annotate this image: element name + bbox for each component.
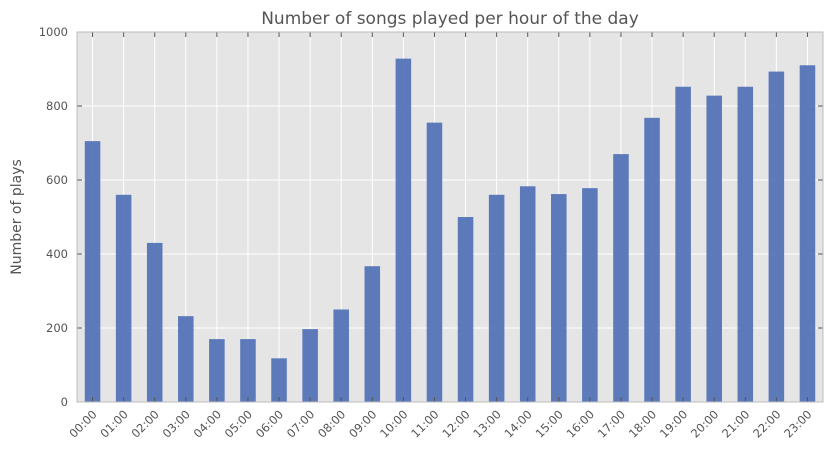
bar-0000 <box>84 141 101 402</box>
plot-frame <box>76 31 824 403</box>
bar-0900 <box>364 266 381 402</box>
x-tick-label: 09:00 <box>346 407 379 440</box>
bar-1900 <box>675 86 691 402</box>
x-tick-label: 02:00 <box>128 407 161 440</box>
x-tick-label: 18:00 <box>626 407 659 440</box>
bar-0800 <box>333 309 349 402</box>
x-tick-label: 04:00 <box>191 407 224 440</box>
x-tick-label: 23:00 <box>781 407 814 440</box>
bar-0400 <box>209 339 225 402</box>
x-tick-label: 14:00 <box>501 407 534 440</box>
bar-1800 <box>644 117 660 402</box>
bars <box>84 58 816 403</box>
x-tick-label: 19:00 <box>657 407 690 440</box>
x-tick-label: 06:00 <box>253 407 286 440</box>
x-tick-label: 16:00 <box>564 407 597 440</box>
plot-area <box>77 32 823 402</box>
x-tick-label: 12:00 <box>439 407 472 440</box>
bar-1700 <box>613 154 629 402</box>
x-tick-label: 03:00 <box>160 407 193 440</box>
y-tick-label: 0 <box>61 395 68 409</box>
x-tick-label: 15:00 <box>533 407 566 440</box>
x-tick-label: 10:00 <box>377 407 410 440</box>
x-tick-label: 07:00 <box>284 407 317 440</box>
bar-2000 <box>706 95 722 402</box>
x-tick-label: 22:00 <box>750 407 783 440</box>
x-tick-label: 08:00 <box>315 407 348 440</box>
bar-1000 <box>395 58 412 402</box>
y-tick-label: 1000 <box>39 25 68 39</box>
x-tick-label: 21:00 <box>719 407 752 440</box>
x-tick-label: 11:00 <box>408 407 441 440</box>
y-tick-label: 800 <box>46 99 68 113</box>
bar-1200 <box>457 217 474 402</box>
y-tick-label: 400 <box>46 247 68 261</box>
chart-title: Number of songs played per hour of the d… <box>261 9 639 29</box>
bar-2200 <box>768 71 785 402</box>
bar-1600 <box>582 188 598 402</box>
bar-0200 <box>146 242 163 402</box>
bar-0300 <box>178 316 194 402</box>
bar-0500 <box>240 339 256 402</box>
bar-1300 <box>488 194 505 402</box>
bar-0600 <box>271 358 287 402</box>
x-tick-label: 05:00 <box>222 407 255 440</box>
bar-0100 <box>115 194 132 402</box>
y-axis-label: Number of plays <box>9 159 25 275</box>
y-tick-label: 200 <box>46 321 68 335</box>
bar-1100 <box>426 122 443 403</box>
y-tick-label: 600 <box>46 173 68 187</box>
bar-2300 <box>799 65 816 403</box>
bar-1400 <box>519 186 536 402</box>
bar-0700 <box>302 329 318 402</box>
x-tick-label: 01:00 <box>97 407 130 440</box>
bar-1500 <box>551 194 567 402</box>
bar-2100 <box>737 86 754 402</box>
x-tick-label: 13:00 <box>470 407 503 440</box>
x-tick-label: 00:00 <box>66 407 99 440</box>
x-tick-label: 17:00 <box>595 407 628 440</box>
x-tick-label: 20:00 <box>688 407 721 440</box>
